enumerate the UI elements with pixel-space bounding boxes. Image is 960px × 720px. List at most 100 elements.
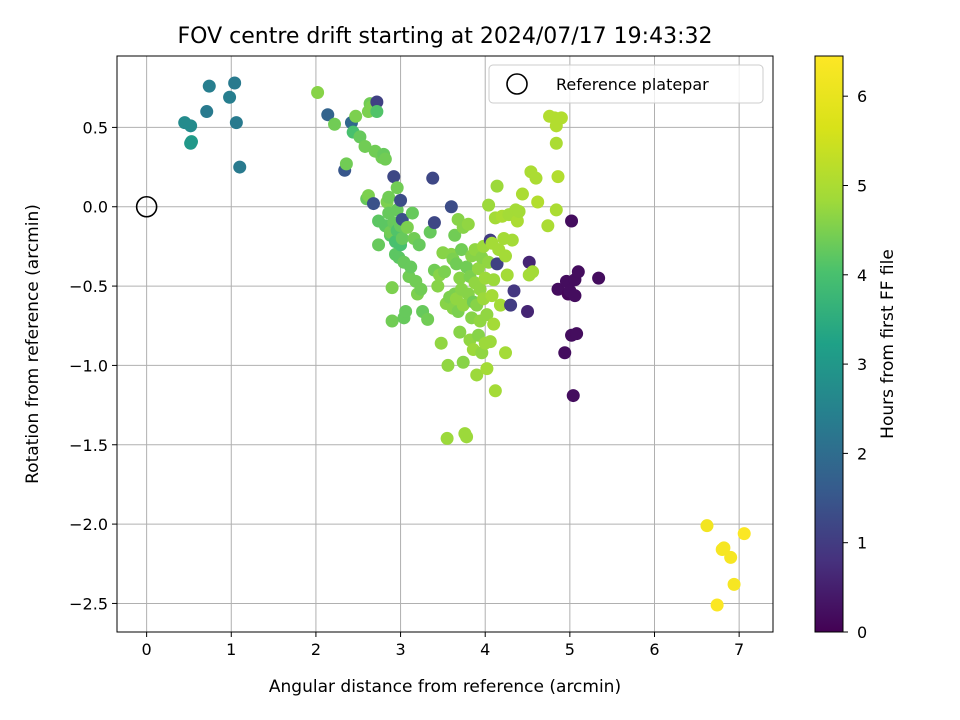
- data-point: [311, 85, 325, 99]
- data-point: [570, 327, 584, 341]
- legend-label: Reference platepar: [556, 75, 709, 94]
- data-point: [184, 136, 198, 150]
- data-point: [482, 198, 496, 212]
- legend: Reference platepar: [488, 64, 764, 104]
- data-point: [568, 289, 582, 303]
- x-tick-label: 5: [565, 640, 575, 659]
- data-point: [490, 257, 504, 271]
- data-point: [571, 265, 585, 279]
- y-axis-label: Rotation from reference (arcmin): [23, 204, 43, 484]
- data-point: [507, 284, 521, 298]
- x-tick-label: 7: [734, 640, 744, 659]
- data-point: [700, 519, 714, 533]
- colorbar-ticks: 0 1 2 3 4 5 6: [843, 87, 867, 642]
- x-tick-label: 3: [395, 640, 405, 659]
- data-point: [390, 181, 404, 195]
- x-tick-label: 1: [226, 640, 236, 659]
- data-point: [549, 203, 563, 217]
- data-point: [328, 117, 342, 131]
- data-point: [505, 233, 519, 247]
- colorbar-tick-label: 5: [857, 176, 867, 195]
- data-point: [412, 238, 426, 252]
- data-point: [229, 116, 243, 130]
- colorbar-tick-label: 4: [857, 266, 867, 285]
- data-point: [592, 271, 606, 285]
- data-point: [382, 190, 396, 204]
- y-axis-ticks: 0.5 0.0 −0.5 −1.0 −1.5 −2.0 −2.5: [69, 118, 117, 613]
- data-point: [370, 95, 384, 109]
- data-point: [399, 304, 413, 318]
- data-point: [461, 217, 475, 231]
- data-point: [515, 187, 529, 201]
- data-point: [480, 308, 494, 322]
- data-point: [431, 279, 445, 293]
- y-tick-label: −2.5: [69, 594, 108, 613]
- data-point: [717, 541, 731, 555]
- colorbar-tick-label: 0: [857, 623, 867, 642]
- data-point: [440, 431, 454, 445]
- y-tick-label: 0.5: [83, 118, 108, 137]
- colorbar-gradient: [814, 55, 844, 633]
- colorbar-tick-label: 6: [857, 87, 867, 106]
- data-point: [480, 362, 494, 376]
- plot-frame: [116, 55, 774, 633]
- data-point: [565, 214, 579, 228]
- data-point: [405, 206, 419, 220]
- data-point: [321, 108, 335, 122]
- data-point: [499, 346, 513, 360]
- x-tick-label: 6: [649, 640, 659, 659]
- data-point: [370, 105, 384, 119]
- colorbar-label: Hours from first FF file: [878, 249, 898, 439]
- colorbar-tick-label: 1: [857, 534, 867, 553]
- data-point: [385, 281, 399, 295]
- data-point: [453, 271, 467, 285]
- data-point: [372, 238, 386, 252]
- data-point: [448, 228, 462, 242]
- data-point: [526, 265, 540, 279]
- colorbar-tick-label: 2: [857, 444, 867, 463]
- data-point: [441, 358, 455, 372]
- data-point: [551, 282, 565, 296]
- data-point: [404, 260, 418, 274]
- data-point: [490, 179, 504, 193]
- data-point: [549, 136, 563, 150]
- x-tick-label: 2: [311, 640, 321, 659]
- data-point: [727, 577, 741, 591]
- data-point: [487, 317, 501, 331]
- data-point: [460, 430, 474, 444]
- data-point: [394, 193, 408, 207]
- data-point: [427, 216, 441, 230]
- data-point: [449, 257, 463, 271]
- data-point: [358, 139, 372, 153]
- data-point: [395, 231, 409, 245]
- data-point: [456, 355, 470, 369]
- colorbar: 0 1 2 3 4 5 6 Hours from first FF file: [814, 55, 898, 642]
- colorbar-tick-label: 3: [857, 355, 867, 374]
- data-point: [387, 170, 401, 184]
- data-point: [184, 119, 198, 133]
- chart-title: FOV centre drift starting at 2024/07/17 …: [178, 24, 713, 49]
- y-tick-label: −1.5: [69, 436, 108, 455]
- data-point: [444, 200, 458, 214]
- data-point: [456, 298, 470, 312]
- data-point: [710, 598, 724, 612]
- x-axis-ticks: 0 1 2 3 4 5 6 7: [142, 632, 744, 659]
- data-point: [737, 527, 751, 541]
- data-point: [566, 389, 580, 403]
- data-point: [551, 170, 565, 184]
- legend-box: [488, 64, 764, 104]
- data-point: [499, 249, 513, 263]
- data-points: [178, 76, 751, 612]
- data-point: [400, 220, 414, 234]
- data-point: [438, 265, 452, 279]
- data-point: [558, 346, 572, 360]
- data-point: [421, 312, 435, 326]
- data-point: [500, 268, 514, 282]
- reference-platepar-marker: [135, 195, 158, 218]
- x-axis-label: Angular distance from reference (arcmin): [269, 677, 621, 697]
- data-point: [434, 336, 448, 350]
- x-tick-label: 0: [142, 640, 152, 659]
- data-point: [349, 109, 363, 123]
- data-point: [471, 262, 485, 276]
- data-point: [453, 325, 467, 339]
